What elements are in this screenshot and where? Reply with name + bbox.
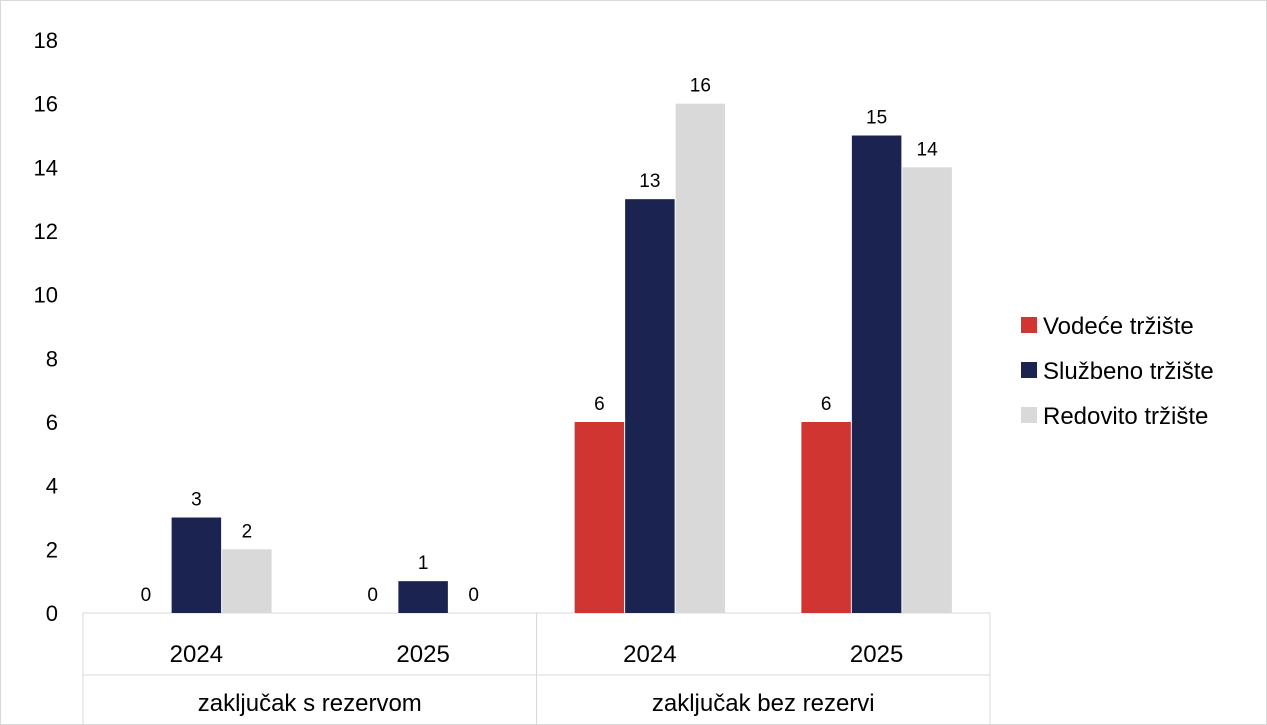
data-label: 6 xyxy=(594,394,605,415)
legend-swatch xyxy=(1021,317,1037,333)
bar xyxy=(801,422,851,613)
bar xyxy=(625,199,675,613)
y-tick-label: 10 xyxy=(34,283,58,308)
bar xyxy=(398,581,448,613)
legend-swatch xyxy=(1021,407,1037,423)
y-tick-label: 18 xyxy=(34,28,58,53)
data-label: 3 xyxy=(191,490,202,511)
y-tick-label: 12 xyxy=(34,219,58,244)
y-tick-label: 16 xyxy=(34,92,58,117)
legend-label: Službeno tržište xyxy=(1043,358,1214,385)
data-label: 13 xyxy=(639,171,660,192)
data-label: 0 xyxy=(468,585,479,606)
x-tick-label: 2024 xyxy=(623,641,676,668)
bar xyxy=(902,167,952,614)
y-tick-label: 6 xyxy=(46,410,58,435)
bar xyxy=(171,517,222,613)
x-tick-label: 2025 xyxy=(396,641,449,668)
y-tick-label: 0 xyxy=(46,601,58,626)
y-tick-label: 8 xyxy=(46,346,58,371)
data-label: 15 xyxy=(866,108,887,129)
group-label: zaključak bez rezervi xyxy=(652,690,875,717)
bar xyxy=(675,103,726,614)
data-label: 1 xyxy=(418,553,429,574)
data-label: 6 xyxy=(821,394,832,415)
y-tick-label: 14 xyxy=(34,155,58,180)
y-tick-label: 2 xyxy=(46,537,58,562)
legend-label: Vodeće tržište xyxy=(1043,313,1194,340)
x-tick-label: 2024 xyxy=(170,641,223,668)
data-label: 0 xyxy=(367,585,378,606)
x-tick-label: 2025 xyxy=(850,641,903,668)
bar xyxy=(851,135,902,613)
data-label: 0 xyxy=(141,585,152,606)
group-label: zaključak s rezervom xyxy=(198,690,422,717)
bar xyxy=(222,549,272,613)
bar xyxy=(574,422,625,613)
data-label: 16 xyxy=(690,76,711,97)
legend-swatch xyxy=(1021,362,1037,378)
y-tick-label: 4 xyxy=(46,474,58,499)
legend-label: Redovito tržište xyxy=(1043,403,1208,430)
data-label: 14 xyxy=(917,139,939,160)
data-label: 2 xyxy=(242,521,253,542)
